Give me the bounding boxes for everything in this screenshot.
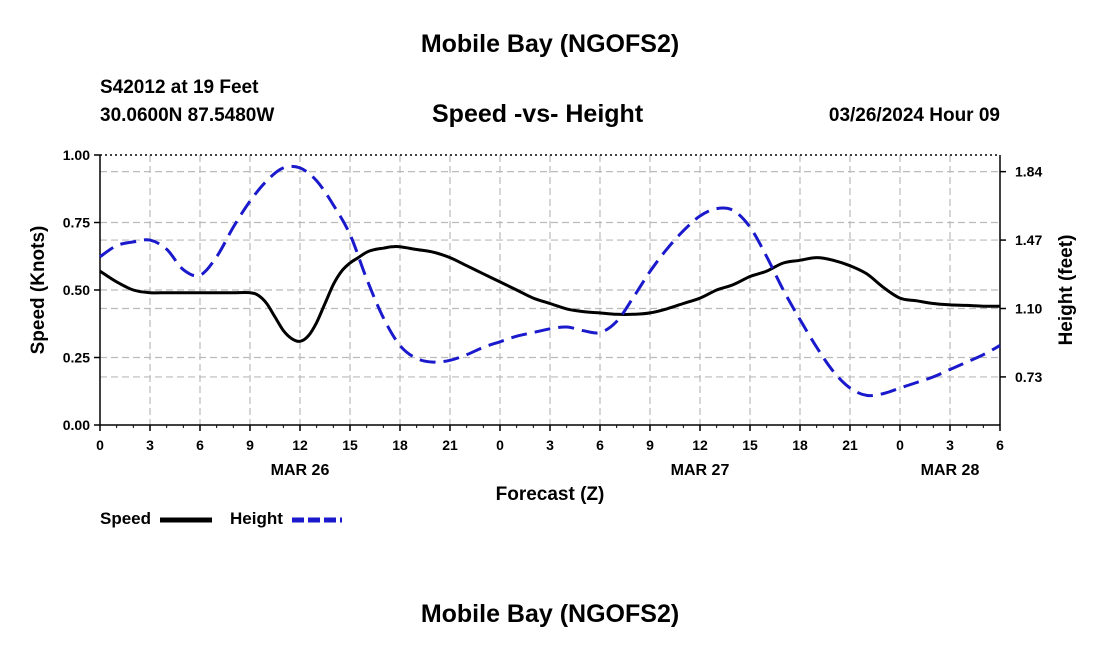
y2-tick-label: 1.10 <box>1015 300 1042 316</box>
x-tick-label: 18 <box>392 437 408 453</box>
y2-tick-label: 1.47 <box>1015 232 1042 248</box>
x-tick-label: 12 <box>692 437 708 453</box>
legend-height-label: Height <box>230 509 283 528</box>
height-series-line <box>99 164 1001 398</box>
y2-axis-title: Height (feet) <box>1056 235 1077 346</box>
date-label: MAR 28 <box>921 462 980 479</box>
y2-tick-label: 1.84 <box>1015 164 1042 180</box>
x-tick-label: 15 <box>742 437 758 453</box>
chart-title: Mobile Bay (NGOFS2) <box>420 30 680 58</box>
chart-subtitle: Speed -vs- Height <box>432 100 644 128</box>
x-tick-label: 18 <box>792 437 808 453</box>
x-tick-label: 3 <box>546 437 554 453</box>
coordinates-label: 30.0600N 87.5480W <box>100 105 275 126</box>
x-tick-label: 9 <box>246 437 254 453</box>
y-tick-label: 1.00 <box>63 147 90 163</box>
x-tick-label: 0 <box>96 437 104 453</box>
date-label: MAR 27 <box>671 462 730 479</box>
x-tick-label: 0 <box>496 437 504 453</box>
y-tick-label: 0.50 <box>63 282 90 298</box>
x-tick-label: 6 <box>196 437 204 453</box>
x-axis-title: Forecast (Z) <box>496 484 605 505</box>
footer-title: Mobile Bay (NGOFS2) <box>420 600 680 628</box>
y2-tick-label: 0.73 <box>1015 369 1042 385</box>
speed-series-line <box>99 245 1001 343</box>
x-tick-label: 0 <box>896 437 904 453</box>
y-axis-title: Speed (Knots) <box>28 226 49 355</box>
x-tick-label: 9 <box>646 437 654 453</box>
x-tick-label: 6 <box>596 437 604 453</box>
y-tick-label: 0.25 <box>63 350 90 366</box>
x-tick-label: 12 <box>292 437 308 453</box>
x-tick-label: 21 <box>442 437 458 453</box>
station-label: S42012 at 19 Feet <box>100 77 259 98</box>
datetime-label: 03/26/2024 Hour 09 <box>828 105 1000 126</box>
x-tick-label: 15 <box>342 437 358 453</box>
y-tick-label: 0.00 <box>63 417 90 433</box>
date-label: MAR 26 <box>271 462 330 479</box>
x-tick-label: 3 <box>146 437 154 453</box>
legend-speed-label: Speed <box>100 509 152 528</box>
y-tick-label: 0.75 <box>63 215 90 231</box>
x-tick-label: 3 <box>946 437 954 453</box>
x-tick-label: 6 <box>996 437 1004 453</box>
x-tick-label: 21 <box>842 437 858 453</box>
